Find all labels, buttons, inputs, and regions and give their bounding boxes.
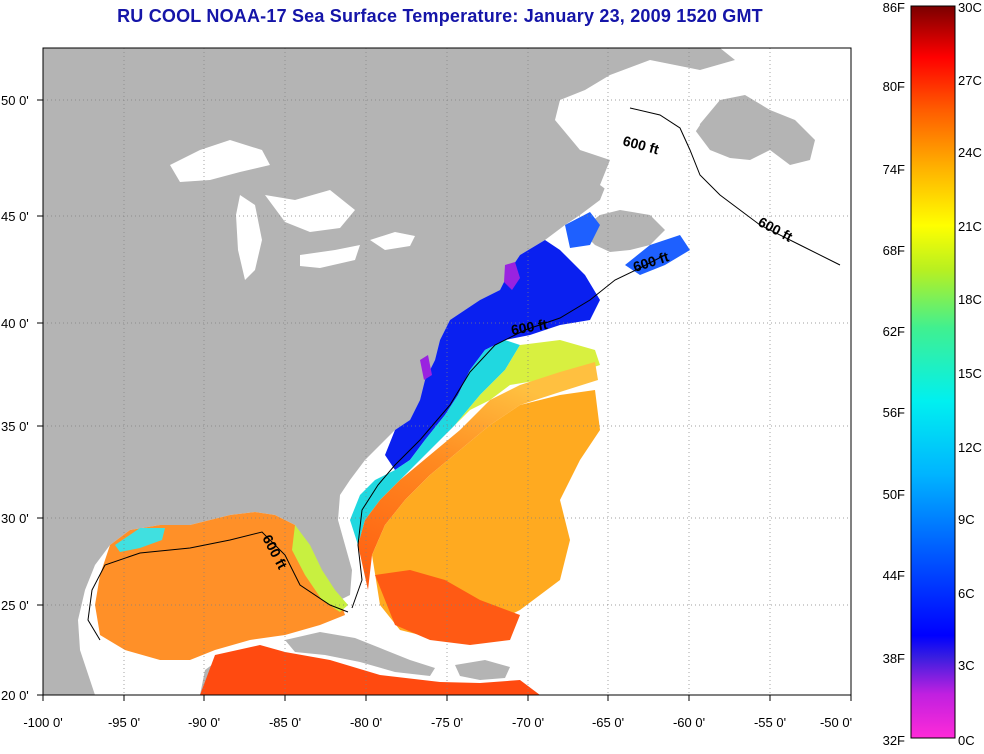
colorbar-c-label: 9C [958,512,975,527]
colorbar-c-label: 3C [958,658,975,673]
colorbar-f-label: 56F [883,405,905,420]
lon-label: -100 0' [23,715,62,730]
lat-label: 30 0' [1,511,29,526]
colorbar-f-label: 62F [883,324,905,339]
land-cuba [285,632,435,676]
colorbar-f-label: 68F [883,243,905,258]
land-maritimes [580,210,665,252]
contour-label-mid-atlantic: 600 ft [510,316,549,338]
sst-bahamas [375,570,520,645]
colorbar-f-label: 32F [883,733,905,748]
lon-label: -90 0' [188,715,220,730]
sst-gulf-mexico [95,512,345,660]
lon-label: -60 0' [673,715,705,730]
colorbar-c-label: 27C [958,73,982,88]
colorbar-f-label: 86F [883,0,905,15]
lon-label: -95 0' [108,715,140,730]
latitude-labels: 20 0' 25 0' 30 0' 35 0' 40 0' 45 0' 50 0… [1,93,29,703]
colorbar [910,5,956,739]
sst-gulf-stream [358,362,598,590]
lon-label: -75 0' [431,715,463,730]
colorbar-c-label: 18C [958,292,982,307]
longitude-labels: -100 0' -95 0' -90 0' -85 0' -80 0' -75 … [23,715,852,730]
sst-gulf-shelf-north [115,528,165,552]
lon-label: -85 0' [269,715,301,730]
colorbar-f-label: 74F [883,162,905,177]
colorbar-f-label: 50F [883,487,905,502]
lat-label: 40 0' [1,316,29,331]
colorbar-f-label: 38F [883,651,905,666]
map-title: RU COOL NOAA-17 Sea Surface Temperature:… [117,6,763,26]
lat-label: 45 0' [1,209,29,224]
land-hispaniola [455,660,510,680]
sst-purple-coast [420,262,520,380]
sst-caribbean [200,645,540,695]
sst-warm-slope [455,340,600,425]
lon-label: -55 0' [754,715,786,730]
lon-label: -65 0' [592,715,624,730]
sst-cold-shelf [385,240,600,470]
colorbar-c-label: 12C [958,440,982,455]
isobath-600ft [87,107,841,641]
sst-florida-shelf [292,525,348,612]
axis-ticks [37,99,852,701]
great-lakes [170,140,415,280]
land-north-america [43,48,735,695]
lon-label: -80 0' [350,715,382,730]
lat-label: 25 0' [1,598,29,613]
colorbar-c-label: 6C [958,586,975,601]
colorbar-f-label: 44F [883,568,905,583]
colorbar-c-label: 0C [958,733,975,748]
colorbar-c-label: 15C [958,366,982,381]
colorbar-c-label: 24C [958,145,982,160]
land-newfoundland [695,95,815,165]
lat-label: 50 0' [1,93,29,108]
lon-label: -70 0' [512,715,544,730]
gulf-st-lawrence [555,92,700,200]
lon-label: -50 0' [820,715,852,730]
lat-label: 20 0' [1,688,29,703]
sst-cold-scotian [565,212,690,275]
graticule [43,48,851,695]
colorbar-c-label: 30C [958,0,982,15]
colorbar-f-label: 80F [883,79,905,94]
lat-label: 35 0' [1,419,29,434]
sst-slope-water [350,340,520,545]
colorbar-c-label: 21C [958,219,982,234]
